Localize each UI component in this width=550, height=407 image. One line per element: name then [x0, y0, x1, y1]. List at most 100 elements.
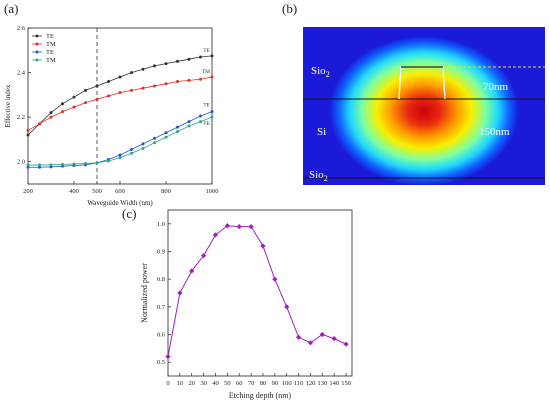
legend-entry: TE [46, 49, 54, 56]
sio2-top-label: Sio2 [311, 65, 330, 80]
power-point [177, 290, 183, 296]
series-line-0 [27, 55, 213, 136]
series-point [130, 88, 133, 92]
legend-entry: TM [46, 41, 56, 48]
series-point [118, 153, 122, 157]
series-point [38, 163, 41, 167]
series-point [141, 146, 145, 150]
series-point [141, 142, 145, 146]
series-point [187, 57, 191, 61]
series-point [49, 115, 53, 119]
si-label: Si [317, 126, 327, 138]
plot-frame [167, 209, 353, 377]
series-point [84, 101, 87, 105]
mode-field-svg [303, 27, 545, 185]
legend-entry: TM [46, 57, 56, 64]
chart-a: 200 400 500 600 800 1000 2.0 2.2 2.4 2.6 Waveguide… [4, 25, 219, 207]
y-tick-label: 0.7 [157, 304, 166, 311]
series-point [61, 162, 64, 166]
series-point [187, 124, 191, 128]
series-point [141, 67, 145, 71]
series-point [38, 165, 41, 169]
x-tick-label: 30 [200, 380, 207, 387]
y-tick-label: 2.2 [17, 114, 25, 121]
series-point [187, 78, 191, 82]
y-tick-label: 2.6 [17, 25, 26, 32]
power-point [224, 223, 230, 229]
x-tick-label: 70 [248, 380, 255, 387]
series-point [210, 110, 214, 114]
legend-marker [35, 58, 39, 62]
series-point [199, 55, 202, 59]
panel-label-a: (a) [4, 1, 19, 16]
series-point [84, 161, 87, 165]
series-point [118, 75, 122, 79]
x-tick-label: 140 [329, 380, 339, 387]
series-point [176, 125, 179, 129]
x-tick-label: 500 [92, 188, 102, 195]
x-axis-label: Waveguide Width (nm) [87, 199, 153, 207]
series-point [107, 159, 110, 163]
x-tick-label: 110 [294, 380, 304, 387]
series-point [210, 54, 214, 58]
plot-frame [27, 27, 213, 185]
power-point [331, 336, 337, 342]
series-point [26, 133, 30, 137]
x-tick-label: 120 [306, 380, 316, 387]
series-point [118, 91, 122, 95]
series-point [26, 163, 30, 167]
power-point [295, 334, 302, 340]
sio2-bottom-label: Sio2 [309, 169, 328, 184]
x-tick-label: 1000 [206, 188, 219, 195]
x-tick-label: 150 [341, 380, 351, 387]
series-point [130, 147, 133, 151]
power-point [236, 224, 242, 230]
power-point [165, 354, 171, 360]
series-line-1 [27, 76, 213, 131]
panel-label-c: (c) [122, 206, 137, 221]
x-tick-label: 400 [69, 188, 79, 195]
series-point [164, 135, 168, 139]
series-point [210, 115, 214, 119]
legend-marker [35, 34, 39, 38]
power-point [272, 276, 278, 282]
power-point [343, 341, 349, 347]
etch-depth-label: 70nm [483, 81, 509, 93]
x-tick-label: 600 [115, 188, 125, 195]
series-point [141, 86, 145, 90]
x-tick-label: 20 [188, 380, 195, 387]
y-tick-label: 0.5 [157, 359, 165, 366]
y-axis-label: Effective index [4, 84, 12, 127]
y-tick-label: 1.0 [157, 221, 165, 228]
power-point [260, 243, 266, 249]
series-point [199, 77, 202, 81]
series-point [187, 120, 191, 124]
series-point [153, 84, 156, 88]
series-point [210, 75, 214, 79]
series-point [107, 94, 110, 98]
series-point [164, 82, 168, 86]
y-tick-label: 0.8 [157, 276, 165, 283]
series-point [61, 102, 64, 106]
series-point [95, 161, 99, 165]
series-point [49, 163, 53, 167]
series-point [153, 136, 156, 140]
series-point [199, 120, 202, 124]
legend-marker [35, 50, 39, 54]
curve-annotation: TE [203, 48, 210, 54]
curve-annotation: TE [203, 103, 210, 109]
power-line [167, 225, 347, 357]
series-point [118, 156, 122, 160]
series-point [72, 95, 76, 99]
x-tick-label: 100 [282, 380, 292, 387]
series-point [176, 130, 179, 134]
panel-label-b: (b) [282, 1, 298, 16]
power-point [284, 304, 290, 310]
series-point [61, 110, 64, 114]
y-tick-label: 0.9 [157, 249, 165, 256]
x-tick-label: 90 [272, 380, 279, 387]
power-point [189, 268, 195, 274]
series-point [26, 129, 30, 133]
series-point [164, 62, 168, 66]
x-tick-label: 200 [23, 188, 33, 195]
